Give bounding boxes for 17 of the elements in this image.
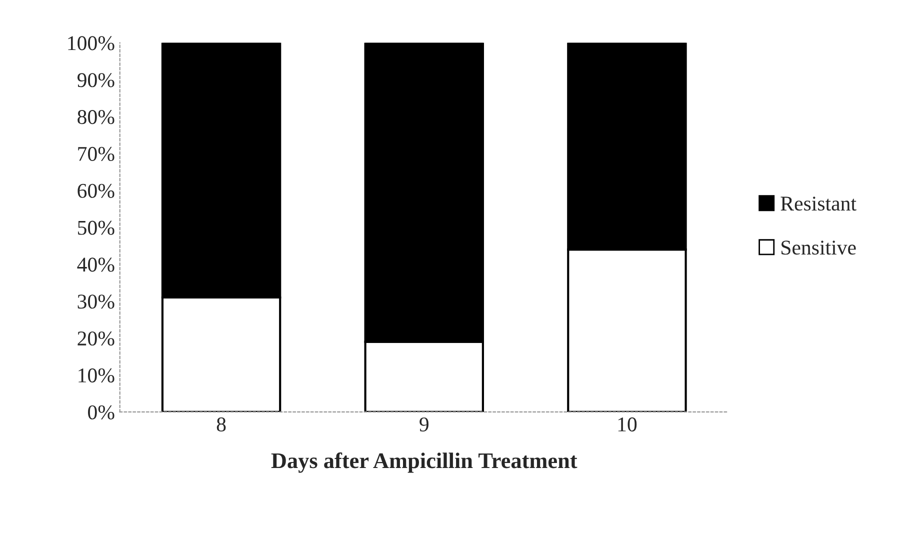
y-tick-label: 70% [78, 146, 114, 162]
y-tick-label: 90% [77, 73, 114, 88]
x-tick-label: 8 [216, 417, 226, 432]
x-axis-title: Days after Ampicillin Treatment [271, 452, 578, 473]
y-tick-label: 10% [78, 368, 114, 383]
y-tick-label: 20% [78, 331, 114, 346]
y-tick-label: 0% [88, 405, 114, 420]
y-tick-label: 60% [78, 184, 114, 198]
legend-label: Resistant [780, 196, 856, 211]
y-tick-label: 80% [78, 110, 114, 124]
y-tick-label: 50% [78, 220, 114, 235]
y-tick-label: 40% [77, 258, 114, 272]
y-tick-label: 100% [68, 36, 114, 50]
x-tick-label: 10 [618, 417, 637, 432]
x-tick-label: 9 [420, 417, 428, 432]
y-tick-label: 30% [78, 294, 114, 309]
legend-label: Sensitive [782, 240, 856, 255]
